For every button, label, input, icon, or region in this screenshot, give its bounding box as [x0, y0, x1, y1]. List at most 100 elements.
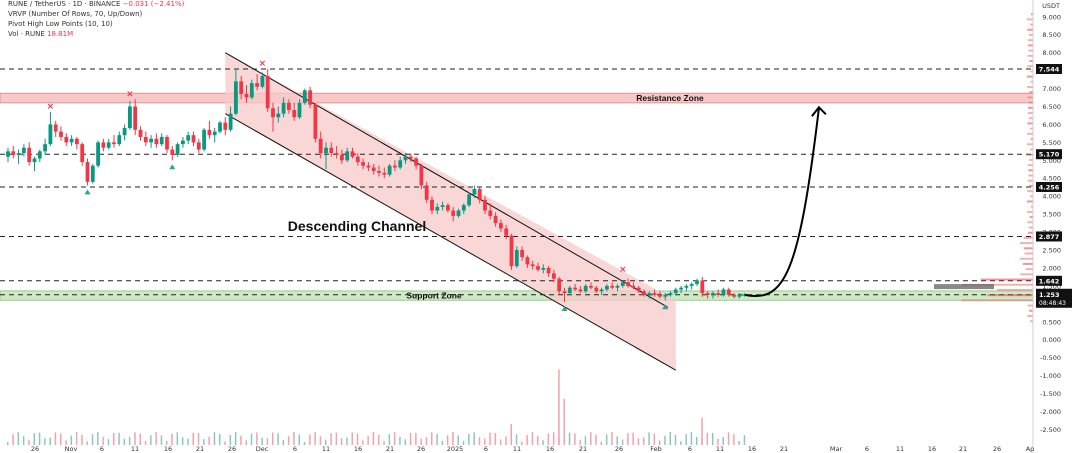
- candle-body: [721, 289, 726, 295]
- candle-body: [133, 106, 138, 130]
- pivot-high-marker: ×: [259, 59, 267, 69]
- volume-spike: [563, 398, 565, 445]
- volume-bar: [171, 433, 173, 445]
- volume-bar: [33, 433, 35, 445]
- volume-profile-bar: [1027, 39, 1033, 42]
- price-badge: [1036, 149, 1062, 160]
- price-tick-label: 2.500: [1042, 247, 1061, 255]
- candle-body: [96, 142, 100, 166]
- volume-bar: [743, 435, 746, 445]
- volume-bar: [706, 432, 709, 445]
- candle-body: [212, 131, 217, 136]
- volume-bar: [144, 440, 147, 445]
- projection-arrow-path: [744, 108, 820, 297]
- price-tick-label: 4.000: [1042, 193, 1061, 201]
- candle-body: [435, 206, 440, 211]
- volume-bar: [97, 432, 99, 445]
- volume-bar: [632, 432, 634, 445]
- volume-profile-bar: [1029, 158, 1033, 161]
- candle-body: [424, 185, 429, 200]
- volume-profile-bar: [1020, 242, 1033, 245]
- candle-body: [536, 266, 540, 270]
- volume-profile-bar: [1027, 54, 1033, 57]
- volume-profile-bar: [1029, 309, 1033, 312]
- candle-body: [223, 122, 228, 130]
- volume-bar: [590, 432, 592, 445]
- volume-profile-bar: [1027, 221, 1033, 224]
- volume-profile-bar: [1028, 169, 1033, 172]
- volume-profile: [961, 13, 1033, 323]
- time-tick-label: 16: [354, 445, 362, 453]
- volume-bar: [213, 432, 216, 445]
- candle-body: [149, 138, 153, 143]
- volume-spike: [510, 424, 512, 445]
- volume-bar: [574, 433, 576, 445]
- candle-body: [6, 151, 10, 157]
- volume-bar: [420, 438, 422, 445]
- indicator-legend-pivots[interactable]: Pivot High Low Points (10, 10): [8, 20, 113, 28]
- volume-bar: [457, 435, 459, 445]
- candle-body: [53, 124, 58, 132]
- volume-bar: [197, 433, 200, 445]
- volume-bar: [219, 434, 221, 445]
- price-tick-label: -2.500: [1040, 426, 1061, 434]
- volume-bar: [552, 432, 555, 445]
- volume-profile-bar: [1029, 23, 1033, 26]
- pivot-low-marker: [169, 164, 176, 170]
- price-change: −0.031 (−2.41%): [122, 0, 185, 8]
- volume-profile-bar: [1029, 33, 1033, 36]
- current-price-label: 1.253: [1039, 291, 1060, 299]
- volume-bar: [272, 432, 274, 445]
- volume-bar: [478, 437, 481, 445]
- candle-body: [202, 129, 206, 150]
- candle-body: [382, 172, 387, 175]
- candle-body: [546, 267, 551, 274]
- time-tick-label: Ap: [1026, 445, 1035, 453]
- candle-body: [493, 215, 498, 224]
- candle-body: [483, 199, 487, 211]
- indicator-legend-vrvp[interactable]: VRVP (Number Of Rows, 70, Up/Down): [8, 10, 143, 18]
- volume-bar: [452, 432, 454, 445]
- time-tick-label: 2025: [447, 445, 464, 453]
- volume-bar: [621, 439, 624, 445]
- pivot-low-marker: [561, 306, 568, 312]
- candle-body: [716, 293, 721, 295]
- price-badge-label: 2.877: [1039, 233, 1060, 241]
- volume-bar: [91, 434, 94, 445]
- candle-body: [652, 293, 657, 295]
- volume-profile-bar: [1030, 195, 1033, 198]
- candle-body: [472, 189, 477, 195]
- volume-bar: [611, 432, 613, 445]
- candle-body: [318, 138, 323, 154]
- channel-lower-line: [225, 113, 677, 371]
- candle-body: [737, 294, 742, 297]
- volume-profile-bar: [1020, 273, 1033, 276]
- candle-body: [525, 257, 530, 265]
- volume-legend[interactable]: Vol · RUNE 18.81M: [8, 30, 73, 38]
- volume-profile-bar: [1027, 18, 1033, 21]
- price-tick-label: 2.000: [1042, 264, 1061, 272]
- time-tick-label: 16: [748, 445, 756, 453]
- candle-body: [37, 151, 42, 159]
- volume-bar: [367, 435, 369, 445]
- candle-body: [154, 138, 159, 145]
- candle-body: [281, 102, 286, 114]
- candle-body: [181, 140, 185, 145]
- candle-body: [265, 75, 270, 109]
- volume-bar: [139, 433, 141, 445]
- volume-bar: [7, 442, 9, 445]
- channel-annotation: Descending Channel: [288, 218, 426, 234]
- volume-bar: [446, 435, 449, 445]
- price-tick-label: 7.000: [1042, 85, 1061, 93]
- volume-bar: [250, 433, 253, 445]
- candle-body: [16, 153, 21, 155]
- volume-profile-bar: [1030, 138, 1033, 141]
- price-badge-label: 1.642: [1039, 277, 1060, 285]
- candle-body: [461, 205, 466, 211]
- descending-channel-fill: [225, 52, 676, 371]
- volume-profile-bar: [980, 278, 1033, 281]
- volume-bar: [17, 432, 20, 445]
- candle-body: [128, 106, 132, 129]
- volume-bar: [166, 440, 168, 445]
